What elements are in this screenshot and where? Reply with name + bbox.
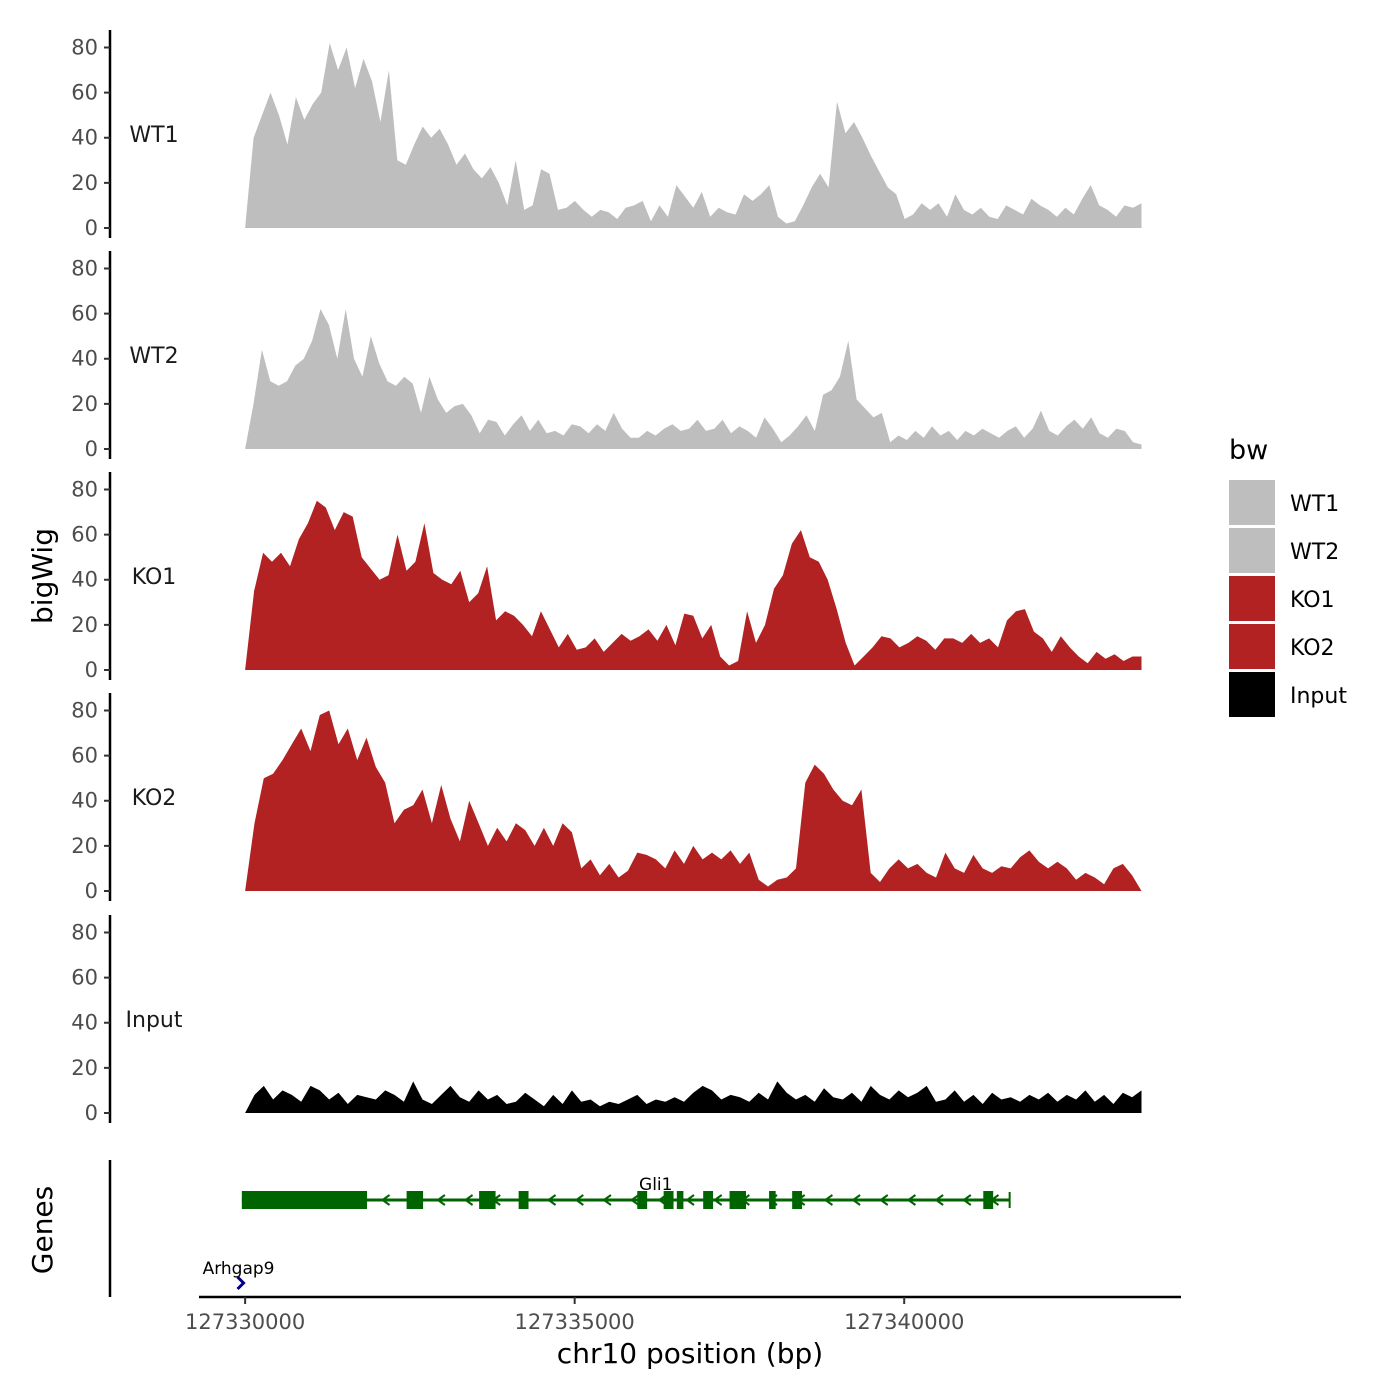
y-tick-label: 0 — [85, 216, 98, 240]
y-tick-label: 0 — [85, 1101, 98, 1125]
strand-chevron — [934, 1194, 944, 1206]
gene-exon — [792, 1191, 803, 1209]
legend-swatch-input — [1229, 672, 1275, 717]
legend-label-ko1: KO1 — [1290, 588, 1335, 613]
y-tick-label: 60 — [71, 966, 98, 990]
y-tick-label: 40 — [71, 789, 98, 813]
genes-axis-title: Genes — [26, 1186, 59, 1274]
legend: bw WT1 WT2 KO1 KO2 Input — [1229, 435, 1347, 717]
x-tick-label: 127330000 — [185, 1310, 305, 1334]
strand-chevron — [685, 1194, 695, 1206]
strand-chevron — [851, 1194, 861, 1206]
coverage-area-wt1 — [245, 43, 1142, 228]
gene-exon — [676, 1191, 684, 1209]
y-tick-label: 20 — [71, 392, 98, 416]
gene-exon — [729, 1191, 747, 1209]
y-tick-label: 0 — [85, 437, 98, 461]
strand-chevron — [436, 1194, 446, 1206]
y-tick-label: 40 — [71, 126, 98, 150]
y-tick-label: 0 — [85, 658, 98, 682]
x-tick-label: 127335000 — [515, 1310, 635, 1334]
strand-chevron — [906, 1194, 917, 1206]
track-wt1: 0 20 40 60 80 WT1 — [71, 30, 1142, 240]
gene-exon — [663, 1191, 674, 1209]
track-input: 0 20 40 60 80 Input — [71, 915, 1142, 1125]
strand-chevron — [380, 1194, 391, 1206]
track-label: WT1 — [129, 123, 178, 148]
y-tick-label: 40 — [71, 568, 98, 592]
gene-exon — [518, 1191, 529, 1209]
genes-track: Gli1 Arhgap9 — [108, 1160, 1011, 1297]
y-tick-label: 20 — [71, 1056, 98, 1080]
gene-strand-arrow — [236, 1275, 246, 1291]
gene-exon — [406, 1191, 424, 1209]
track-label: Input — [126, 1008, 183, 1033]
gene-label-arhgap9: Arhgap9 — [203, 1259, 275, 1279]
strand-chevron — [463, 1194, 474, 1206]
y-tick-label: 0 — [85, 879, 98, 903]
legend-swatch-wt1 — [1229, 480, 1275, 525]
legend-label-wt1: WT1 — [1290, 492, 1339, 517]
coverage-area-ko1 — [245, 500, 1142, 670]
legend-label-input: Input — [1290, 684, 1347, 709]
legend-swatch-wt2 — [1229, 528, 1275, 573]
legend-label-wt2: WT2 — [1290, 540, 1339, 565]
coverage-area-ko2 — [245, 710, 1142, 891]
y-tick-label: 20 — [71, 171, 98, 195]
gene-arhgap9: Arhgap9 — [203, 1259, 275, 1291]
y-tick-label: 80 — [71, 35, 98, 59]
track-label: KO2 — [132, 786, 177, 811]
gene-exon — [983, 1191, 994, 1209]
x-axis: 127330000 127335000 127340000 — [185, 1295, 1181, 1334]
legend-title: bw — [1229, 435, 1268, 466]
y-tick-label: 60 — [71, 81, 98, 105]
strand-chevron — [602, 1194, 612, 1206]
y-tick-label: 20 — [71, 834, 98, 858]
x-tick-label: 127340000 — [844, 1310, 964, 1334]
x-axis-title: chr10 position (bp) — [557, 1337, 823, 1370]
track-wt2: 0 20 40 60 80 WT2 — [71, 251, 1142, 461]
legend-swatch-ko1 — [1229, 576, 1275, 621]
track-panels: 0 20 40 60 80 WT1 0 20 40 60 80 WT2 0 20 40 60 80 KO1 0 20 4… — [71, 30, 1142, 1125]
track-ko1: 0 20 40 60 80 KO1 — [71, 472, 1142, 682]
legend-label-ko2: KO2 — [1290, 636, 1335, 661]
strand-chevron — [546, 1194, 557, 1206]
track-ko2: 0 20 40 60 80 KO2 — [71, 693, 1142, 903]
strand-chevron — [574, 1194, 584, 1206]
strand-chevron — [879, 1194, 889, 1206]
y-tick-label: 80 — [71, 477, 98, 501]
y-tick-label: 60 — [71, 744, 98, 768]
y-tick-label: 80 — [71, 920, 98, 944]
gene-exon — [479, 1191, 496, 1209]
y-tick-label: 80 — [71, 256, 98, 280]
gene-exon — [769, 1191, 776, 1209]
gene-label-gli1: Gli1 — [639, 1175, 672, 1195]
gene-exon — [703, 1191, 714, 1209]
strand-chevron — [712, 1194, 723, 1206]
y-tick-label: 40 — [71, 1011, 98, 1035]
track-label: WT2 — [129, 344, 178, 369]
track-label: KO1 — [132, 565, 177, 590]
strand-chevron — [962, 1194, 972, 1206]
strand-chevron — [823, 1194, 833, 1206]
coverage-area-wt2 — [245, 309, 1142, 449]
coverage-area-input — [245, 1081, 1142, 1113]
y-axis-title: bigWig — [26, 528, 59, 624]
strand-chevron — [629, 1194, 640, 1206]
gene-exon — [241, 1191, 368, 1209]
gene-exon — [637, 1191, 648, 1209]
gene-gli1: Gli1 — [241, 1175, 1011, 1209]
y-tick-label: 60 — [71, 523, 98, 547]
y-tick-label: 40 — [71, 347, 98, 371]
y-tick-label: 80 — [71, 698, 98, 722]
legend-swatch-ko2 — [1229, 624, 1275, 669]
y-tick-label: 60 — [71, 302, 98, 326]
y-tick-label: 20 — [71, 613, 98, 637]
